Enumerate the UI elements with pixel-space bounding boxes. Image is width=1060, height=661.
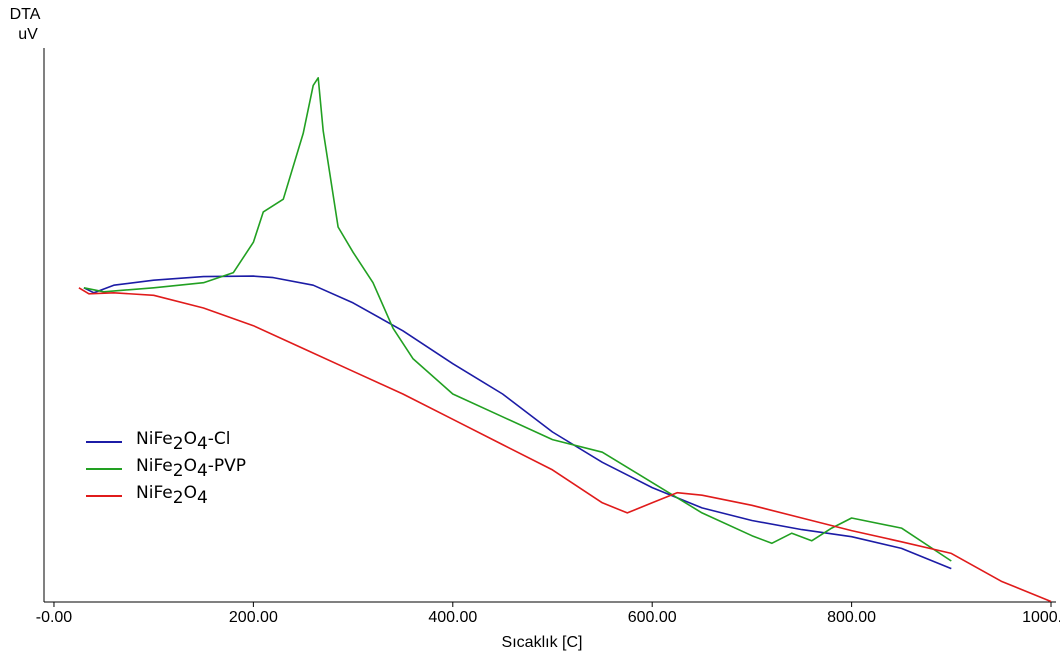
ticks-group: -0.00 200.00 400.00 600.00 800.00 1000.00: [36, 602, 1060, 626]
legend-label-plain: NiFe2O4: [136, 482, 208, 508]
series-line-2: [78, 287, 1052, 603]
series-group: [78, 77, 1052, 603]
legend-label-pvp: NiFe2O4-PVP: [136, 455, 247, 481]
y-axis-label-line-2: uV: [18, 26, 38, 43]
legend-swatch-pvp: [86, 467, 122, 470]
series-line-1: [83, 77, 952, 562]
legend-swatch-plain: [86, 494, 122, 497]
legend: NiFe2O4-Cl NiFe2O4-PVP NiFe2O4: [86, 428, 246, 509]
x-tick-label-1: 200.00: [229, 609, 278, 626]
x-tick-label-0: -0.00: [36, 609, 73, 626]
x-tick-label-3: 600.00: [628, 609, 677, 626]
legend-label-cl: NiFe2O4-Cl: [136, 428, 231, 454]
legend-swatch-cl: [86, 440, 122, 443]
x-tick-label-4: 800.00: [827, 609, 876, 626]
legend-item-plain: NiFe2O4: [86, 482, 246, 509]
x-axis-title: Sıcaklık [C]: [501, 634, 583, 651]
x-tick-label-2: 400.00: [428, 609, 477, 626]
legend-item-cl: NiFe2O4-Cl: [86, 428, 246, 455]
axes-group: [43, 48, 1056, 603]
y-axis-label-line-1: DTA: [9, 6, 41, 23]
series-line-0: [83, 275, 952, 570]
legend-item-pvp: NiFe2O4-PVP: [86, 455, 246, 482]
x-tick-label-5: 1000.00: [1022, 609, 1060, 626]
